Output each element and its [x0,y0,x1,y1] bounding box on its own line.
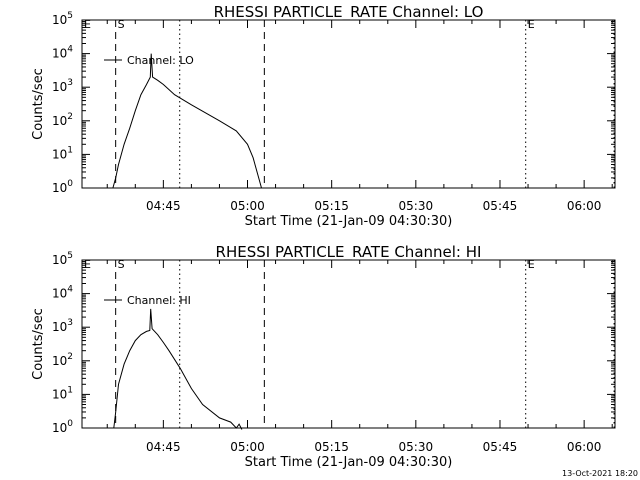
x-tick-label: 05:00 [230,440,265,454]
y-tick-base: 10 [52,421,67,435]
x-tick-label: 05:15 [314,440,349,454]
x-axis-label: Start Time (21-Jan-09 04:30:30) [245,214,453,229]
y-tick-label: 100 [52,179,73,195]
y-tick-label: 104 [52,45,73,61]
y-tick-exponent: 0 [67,419,73,429]
x-tick-label: 05:15 [314,199,349,213]
panel-lo: RHESSI PARTICLE_RATE Channel: LO10010110… [31,3,616,229]
plot-frame [81,259,616,429]
y-tick-exponent: 1 [67,145,73,155]
chart-title: RHESSI PARTICLE_RATE Channel: LO [214,3,484,22]
y-tick-label: 105 [52,11,73,27]
y-tick-base: 10 [52,13,67,27]
y-tick-label: 103 [52,78,73,94]
y-tick-label: 100 [52,419,73,435]
y-axis-label: Counts/sec [31,68,46,140]
panel-hi: RHESSI PARTICLE_RATE Channel: HI10010110… [31,243,616,470]
y-tick-exponent: 5 [67,251,73,261]
y-tick-base: 10 [52,181,67,195]
y-tick-label: 101 [52,145,73,161]
x-tick-label: 06:00 [567,440,602,454]
marker-label: S [118,18,125,31]
y-tick-base: 10 [52,354,67,368]
x-tick-label: 04:45 [146,199,181,213]
x-tick-label: 05:45 [483,199,518,213]
y-tick-exponent: 4 [67,45,73,55]
footer-timestamp: 13-Oct-2021 18:20 [562,469,638,478]
chart-title: RHESSI PARTICLE_RATE Channel: HI [216,243,482,262]
y-tick-exponent: 2 [67,352,73,362]
y-tick-exponent: 2 [67,112,73,122]
y-tick-label: 104 [52,285,73,301]
y-tick-exponent: 3 [67,318,73,328]
y-tick-label: 102 [52,352,73,368]
y-tick-base: 10 [52,387,67,401]
marker-label: E [528,258,535,271]
marker-label: E [84,18,91,31]
y-tick-label: 103 [52,318,73,334]
y-tick-base: 10 [52,320,67,334]
plot-frame [81,19,616,189]
y-tick-base: 10 [52,80,67,94]
legend-entry: Channel: HI [127,294,191,307]
marker-label: S [118,258,125,271]
x-tick-label: 05:30 [399,440,434,454]
x-tick-label: 04:45 [146,440,181,454]
y-tick-exponent: 3 [67,78,73,88]
series-line-0 [113,308,243,430]
y-tick-base: 10 [52,147,67,161]
y-tick-exponent: 0 [67,179,73,189]
x-tick-label: 05:30 [399,199,434,213]
y-tick-base: 10 [52,114,67,128]
y-tick-exponent: 4 [67,285,73,295]
x-tick-label: 05:45 [483,440,518,454]
x-tick-label: 06:00 [567,199,602,213]
marker-label: E [84,258,91,271]
legend-entry: Channel: LO [127,54,194,67]
x-axis-label: Start Time (21-Jan-09 04:30:30) [245,455,453,470]
marker-label: E [528,18,535,31]
y-tick-label: 105 [52,251,73,267]
y-tick-base: 10 [52,253,67,267]
x-tick-label: 05:00 [230,199,265,213]
y-tick-label: 102 [52,112,73,128]
series-line-0 [112,53,262,189]
y-tick-exponent: 1 [67,385,73,395]
y-axis-label: Counts/sec [31,308,46,380]
y-tick-base: 10 [52,287,67,301]
y-tick-exponent: 5 [67,11,73,21]
y-tick-label: 101 [52,385,73,401]
y-tick-base: 10 [52,47,67,61]
